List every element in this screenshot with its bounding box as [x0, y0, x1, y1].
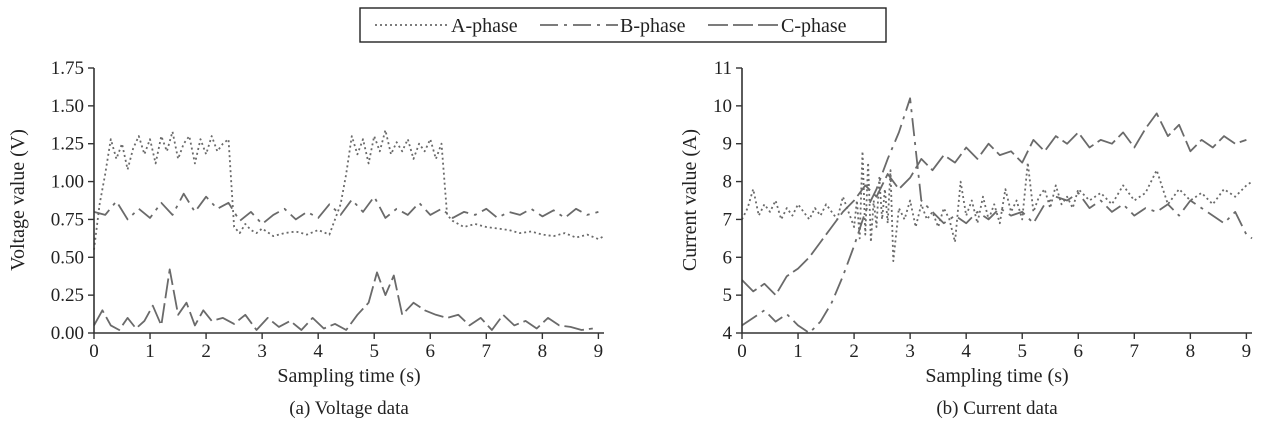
- current-y-tick-label: 5: [723, 285, 733, 306]
- current-series-group: [741, 97, 1253, 334]
- legend-label-b-phase: B-phase: [620, 15, 686, 37]
- current-y-tick-label: 7: [723, 209, 733, 230]
- current-x-tick-label: 4: [961, 341, 971, 362]
- voltage-series-a-phase: [93, 129, 605, 250]
- current-chart: 0 1 2 3 4 5 6 7 8 9 4 5 6 7 8 9 10 11 Current value (A) S…: [679, 58, 1253, 419]
- current-y-tick-label: 9: [723, 134, 733, 155]
- voltage-y-tick-label: 0.00: [51, 323, 84, 344]
- current-series-b-phase: [741, 97, 1253, 334]
- voltage-series-b-phase: [93, 192, 599, 225]
- current-ticks: 0 1 2 3 4 5 6 7 8 9 4 5 6 7 8 9 10 11: [713, 58, 1251, 362]
- current-y-tick-label: 6: [723, 247, 733, 268]
- voltage-x-tick-label: 3: [257, 341, 267, 362]
- voltage-x-tick-label: 5: [369, 341, 379, 362]
- voltage-y-tick-label: 1.00: [51, 172, 84, 193]
- voltage-caption: (a) Voltage data: [289, 398, 409, 419]
- current-y-tick-label: 10: [713, 96, 732, 117]
- voltage-y-tick-label: 0.75: [51, 209, 84, 230]
- voltage-y-tick-label: 0.50: [51, 247, 84, 268]
- current-x-tick-label: 9: [1242, 341, 1252, 362]
- voltage-x-tick-label: 0: [89, 341, 99, 362]
- voltage-y-axis-label: Voltage value (V): [7, 129, 29, 271]
- current-y-axis-label: Current value (A): [679, 129, 701, 271]
- current-series-c-phase: [741, 112, 1247, 297]
- current-axis: [741, 68, 1252, 334]
- current-y-tick-label: 4: [723, 323, 733, 344]
- current-x-tick-label: 5: [1017, 341, 1027, 362]
- voltage-ticks: 0 1 2 3 4 5 6 7 8 9 0.00 0.25 0.50 0.75 1.00 1.25 1.50 1.…: [51, 58, 603, 362]
- current-x-tick-label: 7: [1130, 341, 1140, 362]
- voltage-x-axis-label: Sampling time (s): [277, 365, 420, 387]
- voltage-y-tick-label: 1.75: [51, 58, 84, 79]
- voltage-x-tick-label: 6: [426, 341, 436, 362]
- voltage-x-tick-label: 7: [482, 341, 492, 362]
- current-series-a-phase: [741, 150, 1253, 263]
- voltage-x-tick-label: 2: [201, 341, 211, 362]
- voltage-x-tick-label: 4: [313, 341, 323, 362]
- legend-label-c-phase: C-phase: [781, 15, 847, 37]
- voltage-y-tick-label: 0.25: [51, 285, 84, 306]
- voltage-y-tick-label: 1.25: [51, 134, 84, 155]
- voltage-chart: 0 1 2 3 4 5 6 7 8 9 0.00 0.25 0.50 0.75 1.00 1.25 1.50 1.…: [7, 58, 605, 419]
- current-y-tick-label: 11: [714, 58, 732, 79]
- current-caption: (b) Current data: [936, 398, 1058, 419]
- legend: A-phase B-phase C-phase: [359, 7, 887, 43]
- voltage-x-tick-label: 9: [594, 341, 604, 362]
- current-x-tick-label: 1: [793, 341, 803, 362]
- current-x-tick-label: 8: [1186, 341, 1196, 362]
- current-x-axis-label: Sampling time (s): [925, 365, 1068, 387]
- legend-label-a-phase: A-phase: [451, 15, 518, 37]
- current-x-tick-label: 6: [1074, 341, 1084, 362]
- current-x-tick-label: 2: [849, 341, 859, 362]
- current-x-tick-label: 3: [905, 341, 915, 362]
- voltage-y-tick-label: 1.50: [51, 96, 84, 117]
- legend-box: [359, 7, 887, 43]
- current-y-tick-label: 8: [723, 172, 733, 193]
- voltage-x-tick-label: 8: [538, 341, 548, 362]
- voltage-axis: [93, 68, 604, 334]
- voltage-x-tick-label: 1: [145, 341, 155, 362]
- current-x-tick-label: 0: [737, 341, 747, 362]
- voltage-series-group: [93, 129, 605, 331]
- voltage-series-c-phase: [93, 268, 593, 331]
